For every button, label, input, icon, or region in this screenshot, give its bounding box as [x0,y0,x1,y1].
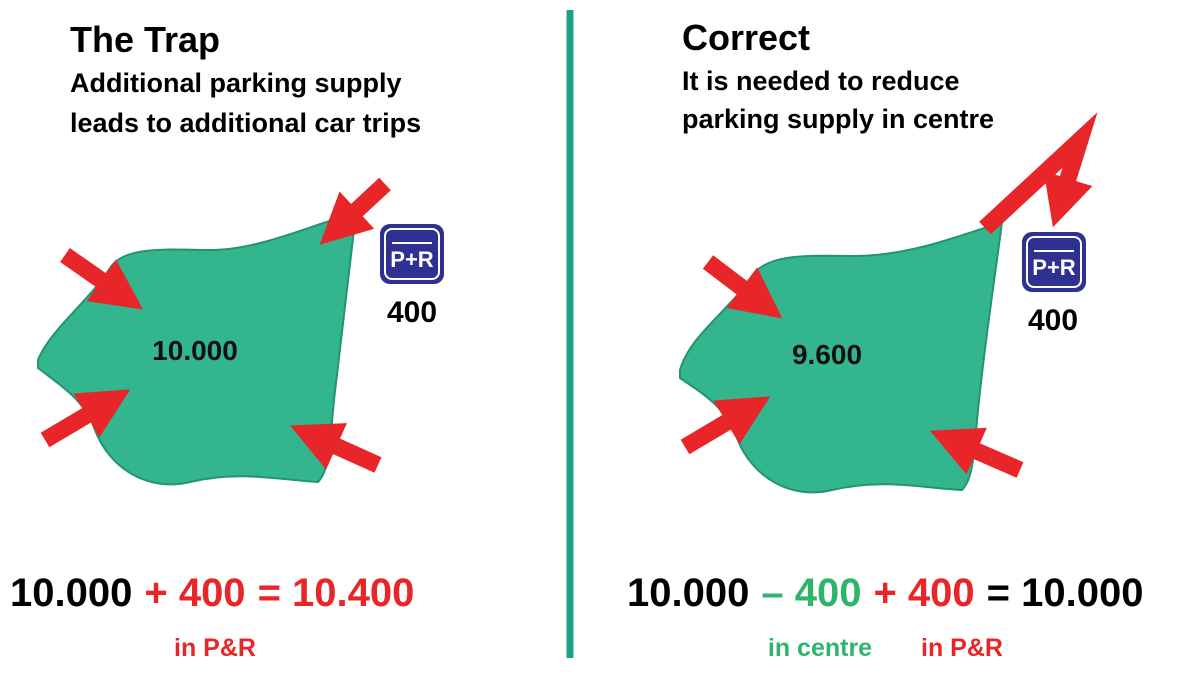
subtitle: parking supply in centre [682,104,994,134]
term: 10.000 [627,571,749,615]
subtitle: Additional parking supply [70,68,402,98]
term: + 400 [873,571,974,615]
title: The Trap [70,19,220,60]
equation: 10.000 – 400 + 400 = 10.000 [627,571,1144,615]
pr-icon: P+R [380,224,444,284]
note: in P&R [921,634,1003,662]
arrows [40,177,391,473]
city-value: 9.600 [792,339,862,370]
term: = 10.000 [987,571,1144,615]
city-value: 10.000 [152,335,238,366]
subtitle: It is needed to reduce [682,66,960,96]
equation: 10.000 + 400 = 10.400 [10,571,414,615]
pr-value: 400 [387,296,437,329]
subtitle: leads to additional car trips [70,108,421,138]
term: + 400 [144,571,245,615]
term: – 400 [761,571,861,615]
pr-icon: P+R [1022,232,1086,292]
pr-value: 400 [1028,304,1078,337]
note: in P&R [174,634,256,662]
note: in centre [768,634,872,662]
arrows [680,112,1098,478]
title: Correct [682,17,810,58]
pr-label: P+R [390,247,434,272]
term: 10.000 [10,571,132,615]
term: = 10.400 [258,571,415,615]
pr-label: P+R [1032,255,1076,280]
